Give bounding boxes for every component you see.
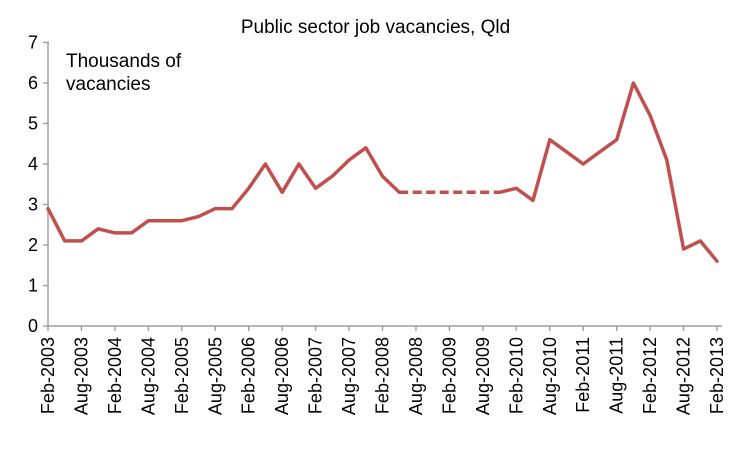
x-tick-label: Aug-2008 (406, 337, 426, 415)
y-tick-label: 7 (28, 33, 38, 53)
y-tick-label: 6 (28, 73, 38, 93)
x-tick-label: Feb-2013 (707, 337, 727, 414)
x-tick-label: Feb-2004 (105, 337, 125, 414)
y-tick-label: 4 (28, 154, 38, 174)
x-tick-label: Feb-2011 (573, 337, 593, 413)
x-tick-label: Feb-2012 (640, 337, 660, 414)
chart-title: Public sector job vacancies, Qld (240, 17, 511, 38)
x-tick-label: Feb-2008 (373, 337, 393, 414)
x-tick-label: Feb-2006 (239, 337, 259, 414)
x-tick-label: Aug-2007 (339, 337, 359, 415)
y-tick-label: 0 (28, 316, 38, 336)
y-tick-label: 3 (28, 195, 38, 215)
y-tick-label: 2 (28, 235, 38, 255)
x-tick-label: Aug-2006 (272, 337, 292, 415)
x-tick-label: Feb-2009 (439, 337, 459, 414)
y-axis-unit-line2: vacancies (66, 74, 151, 95)
x-tick-label: Aug-2004 (138, 337, 158, 415)
x-tick-label: Aug-2010 (540, 337, 560, 415)
y-axis-unit-label: Thousands of vacancies (66, 50, 181, 96)
series-line-solid-right (497, 81, 719, 263)
y-axis-unit-line1: Thousands of (66, 51, 182, 72)
x-tick-label: Aug-2012 (674, 337, 694, 415)
x-tick-label: Aug-2009 (473, 337, 493, 415)
y-tick-label: 1 (28, 276, 38, 296)
x-tick-label: Feb-2005 (172, 337, 192, 414)
x-tick-label: Aug-2011 (607, 337, 627, 414)
x-tick-label: Aug-2005 (205, 337, 225, 415)
x-tick-label: Feb-2010 (506, 337, 526, 414)
y-tick-label: 5 (28, 114, 38, 134)
x-tick-label: Aug-2003 (71, 337, 91, 415)
x-tick-label: Feb-2003 (38, 337, 58, 414)
series-line-solid-left (46, 146, 401, 243)
x-tick-label: Feb-2007 (306, 337, 326, 414)
